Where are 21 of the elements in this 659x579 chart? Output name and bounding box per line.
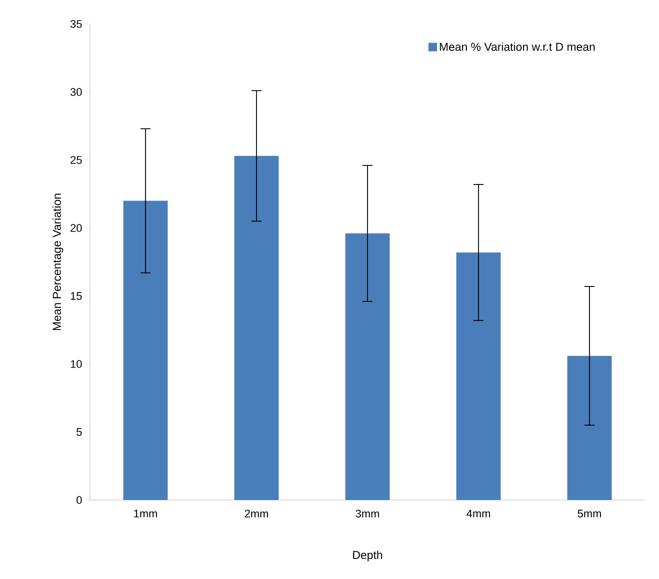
y-tick-label: 0 [76,496,82,504]
y-tick-label: 10 [70,360,82,368]
x-tick-label: 1mm [134,510,157,518]
bar [567,356,612,500]
y-tick-label: 5 [76,428,82,436]
y-tick-label: 20 [70,224,82,232]
y-tick-label: 30 [70,88,82,96]
legend-label: Mean % Variation w.r.t D mean [440,42,595,51]
y-tick-label: 35 [70,20,82,28]
bar [345,233,390,500]
x-axis-title: Depth [353,550,382,562]
y-axis-title: Mean Percentage Variation [52,194,64,330]
x-tick-label: 5mm [578,510,601,518]
x-tick-label: 2mm [244,510,268,518]
y-tick-label: 15 [70,292,82,300]
y-tick-label: 25 [70,156,82,164]
bar [123,200,168,500]
x-tick-label: 3mm [356,510,379,518]
bar [234,156,279,500]
x-tick-label: 4mm [466,510,490,518]
bar [456,252,501,500]
